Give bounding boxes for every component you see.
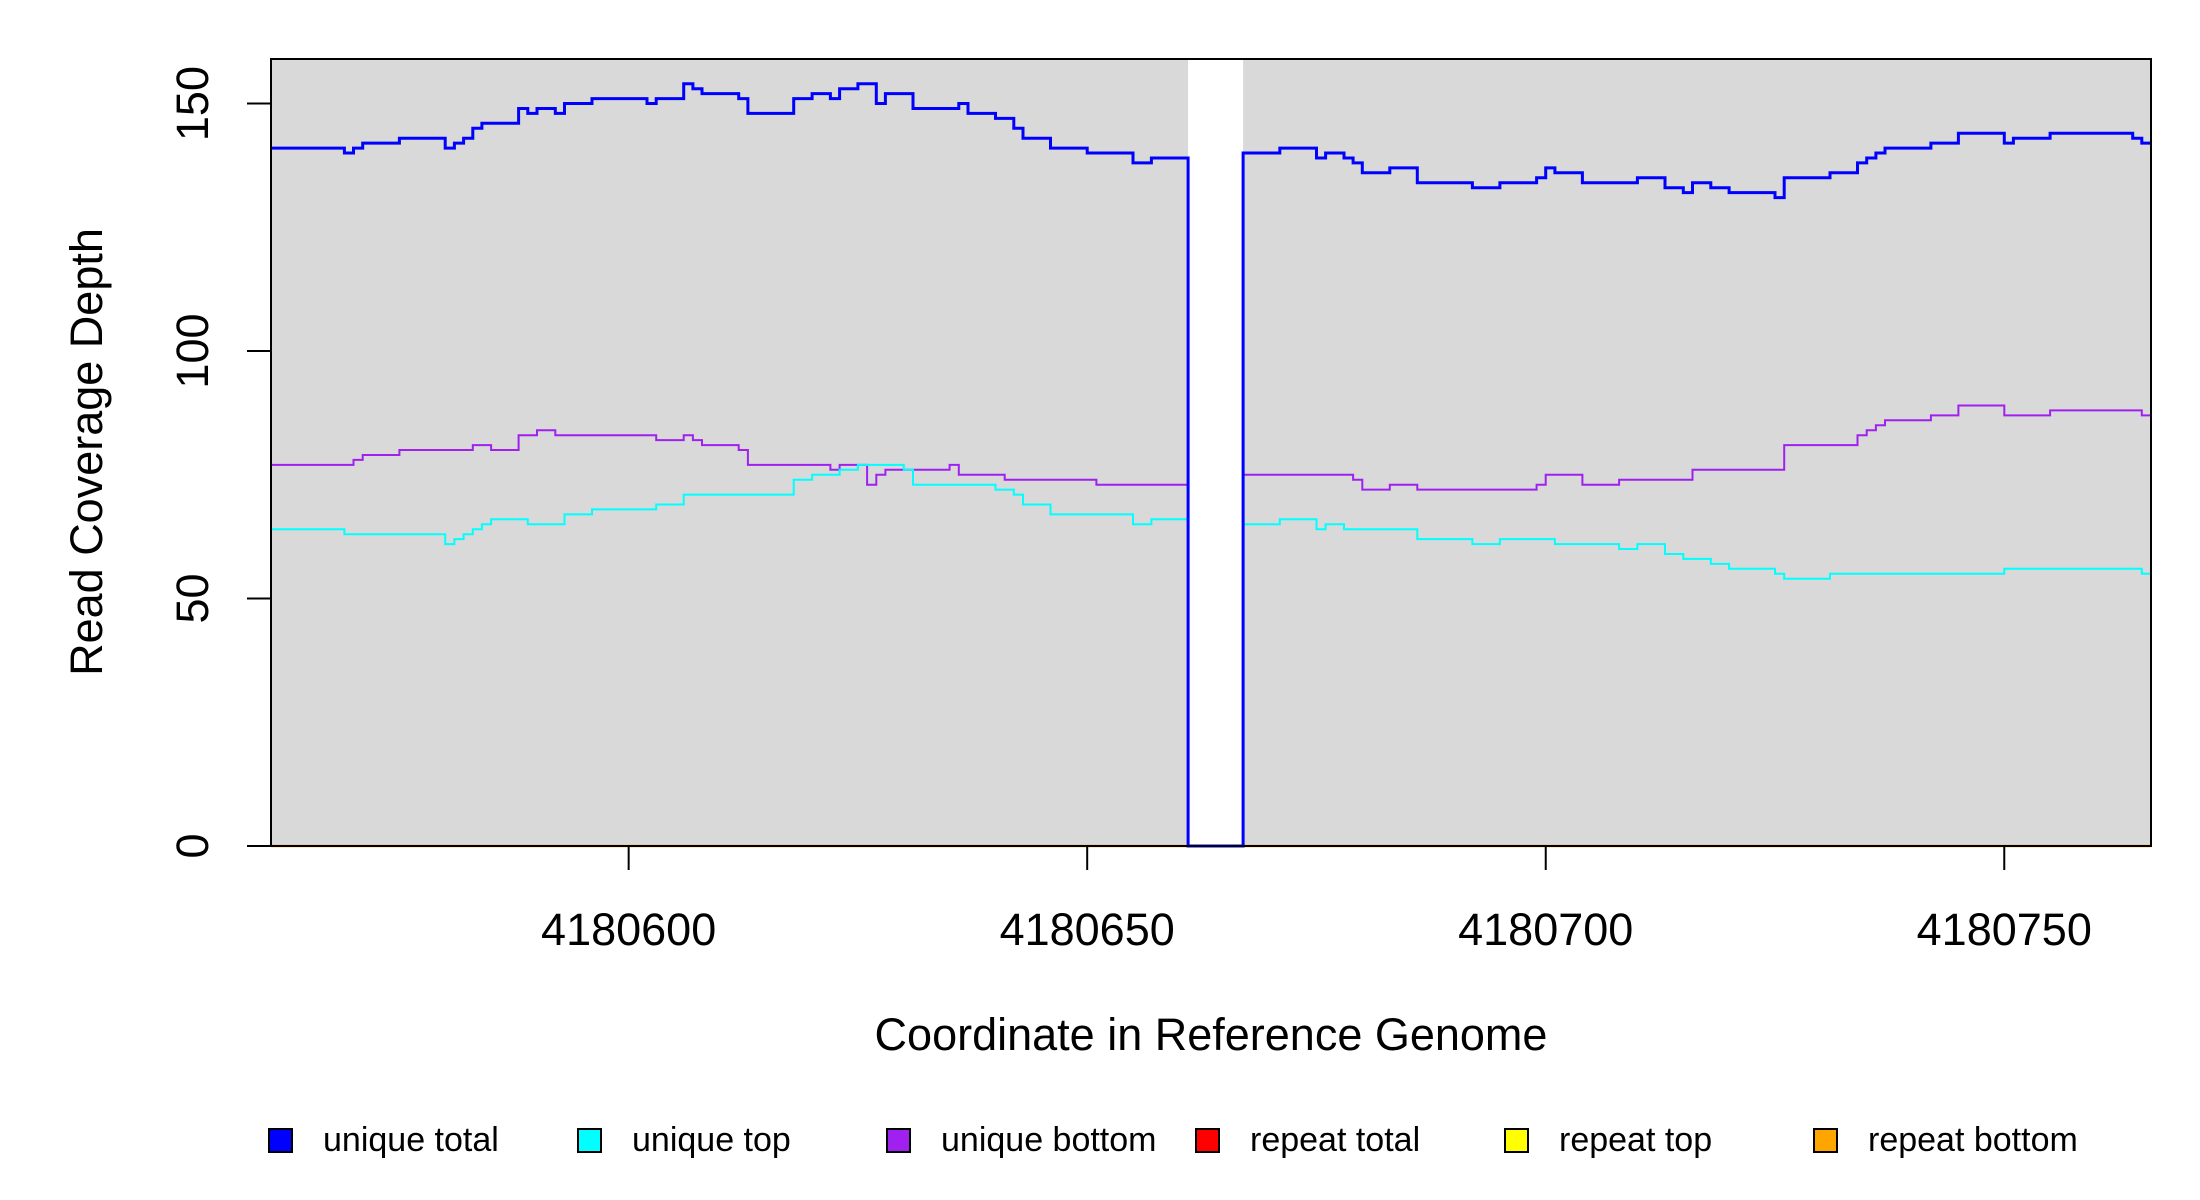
legend-item-unique-total: unique total (268, 1110, 499, 1170)
legend-swatch (577, 1127, 602, 1153)
legend-item-unique-bottom: unique bottom (886, 1110, 1157, 1170)
x-tick-label: 4180700 (1458, 904, 1633, 955)
legend-item-repeat-total: repeat total (1195, 1110, 1420, 1170)
plot-frame (270, 58, 2152, 847)
x-axis-title: Coordinate in Reference Genome (875, 1009, 1548, 1060)
legend-swatch (1504, 1127, 1529, 1153)
y-tick-label: 150 (167, 66, 218, 141)
legend-item-unique-top: unique top (577, 1110, 791, 1170)
legend: unique total unique top unique bottom repea… (0, 1110, 2200, 1170)
x-tick-label: 4180650 (1000, 904, 1175, 955)
legend-label: unique bottom (941, 1120, 1157, 1159)
series-line-unique-top (271, 463, 2151, 847)
x-tick-label: 4180750 (1917, 904, 2092, 955)
legend-label: repeat total (1250, 1120, 1421, 1159)
legend-item-repeat-top: repeat top (1504, 1110, 1712, 1170)
legend-item-repeat-bottom: repeat bottom (1813, 1110, 2078, 1170)
legend-swatch (886, 1127, 911, 1153)
legend-label: unique total (323, 1120, 499, 1159)
legend-swatch (268, 1127, 293, 1153)
legend-swatch (1195, 1127, 1220, 1153)
legend-label: unique top (632, 1120, 791, 1159)
series-line-unique-bottom (271, 404, 2151, 847)
y-tick-label: 50 (167, 573, 218, 623)
y-axis: 0 50 100 150 (167, 66, 271, 859)
legend-label: repeat top (1559, 1120, 1713, 1159)
y-tick-label: 100 (167, 313, 218, 388)
series-line-unique-total (271, 82, 2151, 848)
legend-label: repeat bottom (1868, 1120, 2078, 1159)
legend-swatch (1813, 1127, 1838, 1153)
y-tick-label: 0 (167, 833, 218, 858)
x-tick-label: 4180600 (541, 904, 716, 955)
y-axis-title: Read Coverage Depth (61, 228, 112, 676)
x-axis: 4180600 4180650 4180700 4180750 (541, 846, 2092, 955)
gap-region (1188, 59, 1244, 846)
